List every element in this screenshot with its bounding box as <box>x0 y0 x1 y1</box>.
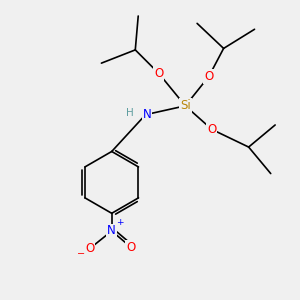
Text: N: N <box>143 108 152 121</box>
Text: −: − <box>77 249 85 259</box>
Text: +: + <box>116 218 124 227</box>
Text: O: O <box>204 70 214 83</box>
Text: O: O <box>154 67 164 80</box>
Text: O: O <box>207 123 217 136</box>
Text: N: N <box>107 224 116 238</box>
Text: Si: Si <box>180 99 191 112</box>
Text: O: O <box>126 241 136 254</box>
Text: O: O <box>85 242 94 255</box>
Text: H: H <box>126 108 134 118</box>
